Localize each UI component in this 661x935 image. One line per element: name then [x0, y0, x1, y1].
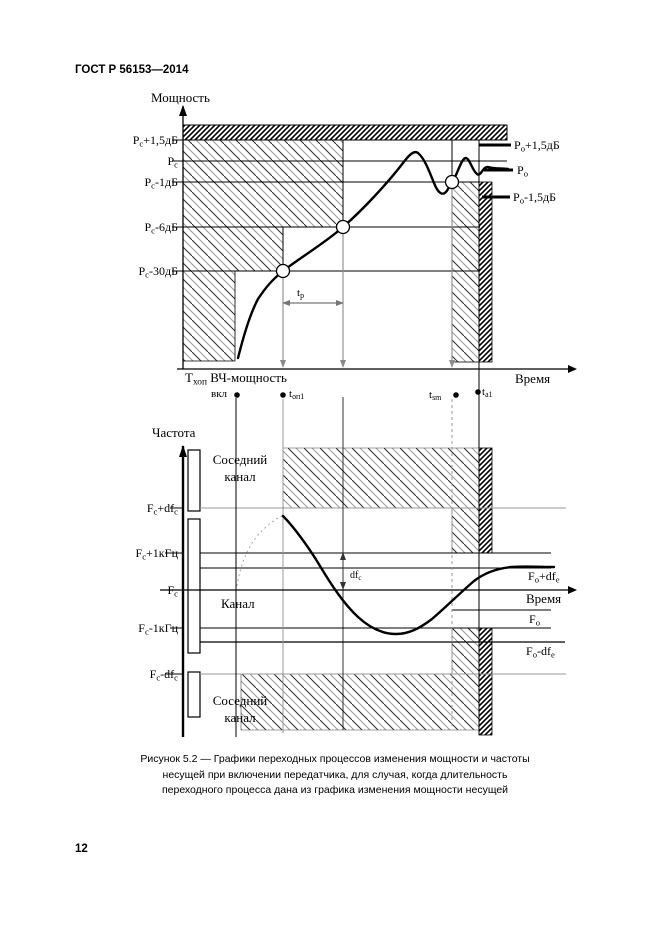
- tsm-mark-label: tsm: [429, 389, 442, 403]
- adjacent-channel-lower-label: Соседний канал: [203, 692, 277, 726]
- page-header: ГОСТ Р 56153—2014: [75, 64, 189, 76]
- power-axis-title: Мощность: [151, 90, 210, 105]
- ta1-mark-label: tа1: [482, 386, 493, 400]
- page-number: 12: [75, 843, 88, 855]
- freq-time-axis-label: Время: [526, 591, 562, 606]
- frequency-plot: [160, 369, 577, 737]
- power-ytick-pc: Pс: [167, 154, 178, 170]
- freq-ytick-fc-minus-1khz: Fс-1кГц: [138, 621, 178, 637]
- figure-caption-line2: несущей при включении передатчика, для с…: [162, 768, 508, 781]
- power-label-po-minus15db: Pо-1,5дБ: [513, 190, 556, 206]
- power-ytick-pc-plus15db: Pс+1,5дБ: [132, 133, 178, 149]
- freq-label-fo: Fо: [529, 612, 540, 628]
- channel-label: Канал: [221, 596, 255, 611]
- freq-label-fo-minus-dfe: Fо-dfе: [526, 644, 555, 660]
- power-label-po: Pо: [517, 163, 528, 179]
- power-plot: [172, 105, 577, 398]
- freq-axis-title: Частота: [152, 425, 196, 440]
- tp-interval-label: tр: [297, 287, 305, 301]
- figure-caption-line1: Рисунок 5.2 — Графики переходных процесс…: [140, 753, 530, 765]
- dfc-deviation-label: dfс: [350, 570, 362, 583]
- ton1-mark-label: tоп1: [289, 388, 305, 402]
- freq-ytick-fc-minus-dfc: Fс-dfс: [149, 667, 178, 683]
- figure-caption-line3: переходного процесса дана из графика изм…: [161, 784, 509, 797]
- freq-ytick-fc-plus-dfc: Fс+dfс: [146, 501, 178, 517]
- adjacent-channel-lower-line1: Соседний: [212, 693, 268, 708]
- adjacent-channel-upper-label: Соседний канал: [203, 451, 277, 485]
- power-ytick-pc-minus1db: Pс-1дБ: [144, 175, 178, 191]
- power-time-axis-label: Время: [515, 371, 551, 386]
- power-ytick-pc-minus30db: Pс-30дБ: [138, 264, 178, 280]
- freq-ytick-fc: Fс: [167, 583, 178, 599]
- vkl-mark-label: вкл: [211, 388, 228, 400]
- adjacent-channel-lower-line2: канал: [224, 710, 256, 725]
- figure-caption: Рисунок 5.2 — Графики переходных процесс…: [100, 752, 570, 799]
- power-ytick-pc-minus6db: Pс-6дБ: [144, 220, 178, 236]
- adjacent-channel-upper-line2: канал: [224, 469, 256, 484]
- thop-rf-power-label: Tхоп ВЧ-мощность: [185, 370, 287, 388]
- adjacent-channel-upper-line1: Соседний: [212, 452, 268, 467]
- power-label-po-plus15db: Pо+1,5дБ: [514, 138, 560, 154]
- freq-ytick-fc-plus-1khz: Fс+1кГц: [135, 546, 179, 562]
- freq-label-fo-plus-dfe: Fо+dfе: [528, 569, 560, 585]
